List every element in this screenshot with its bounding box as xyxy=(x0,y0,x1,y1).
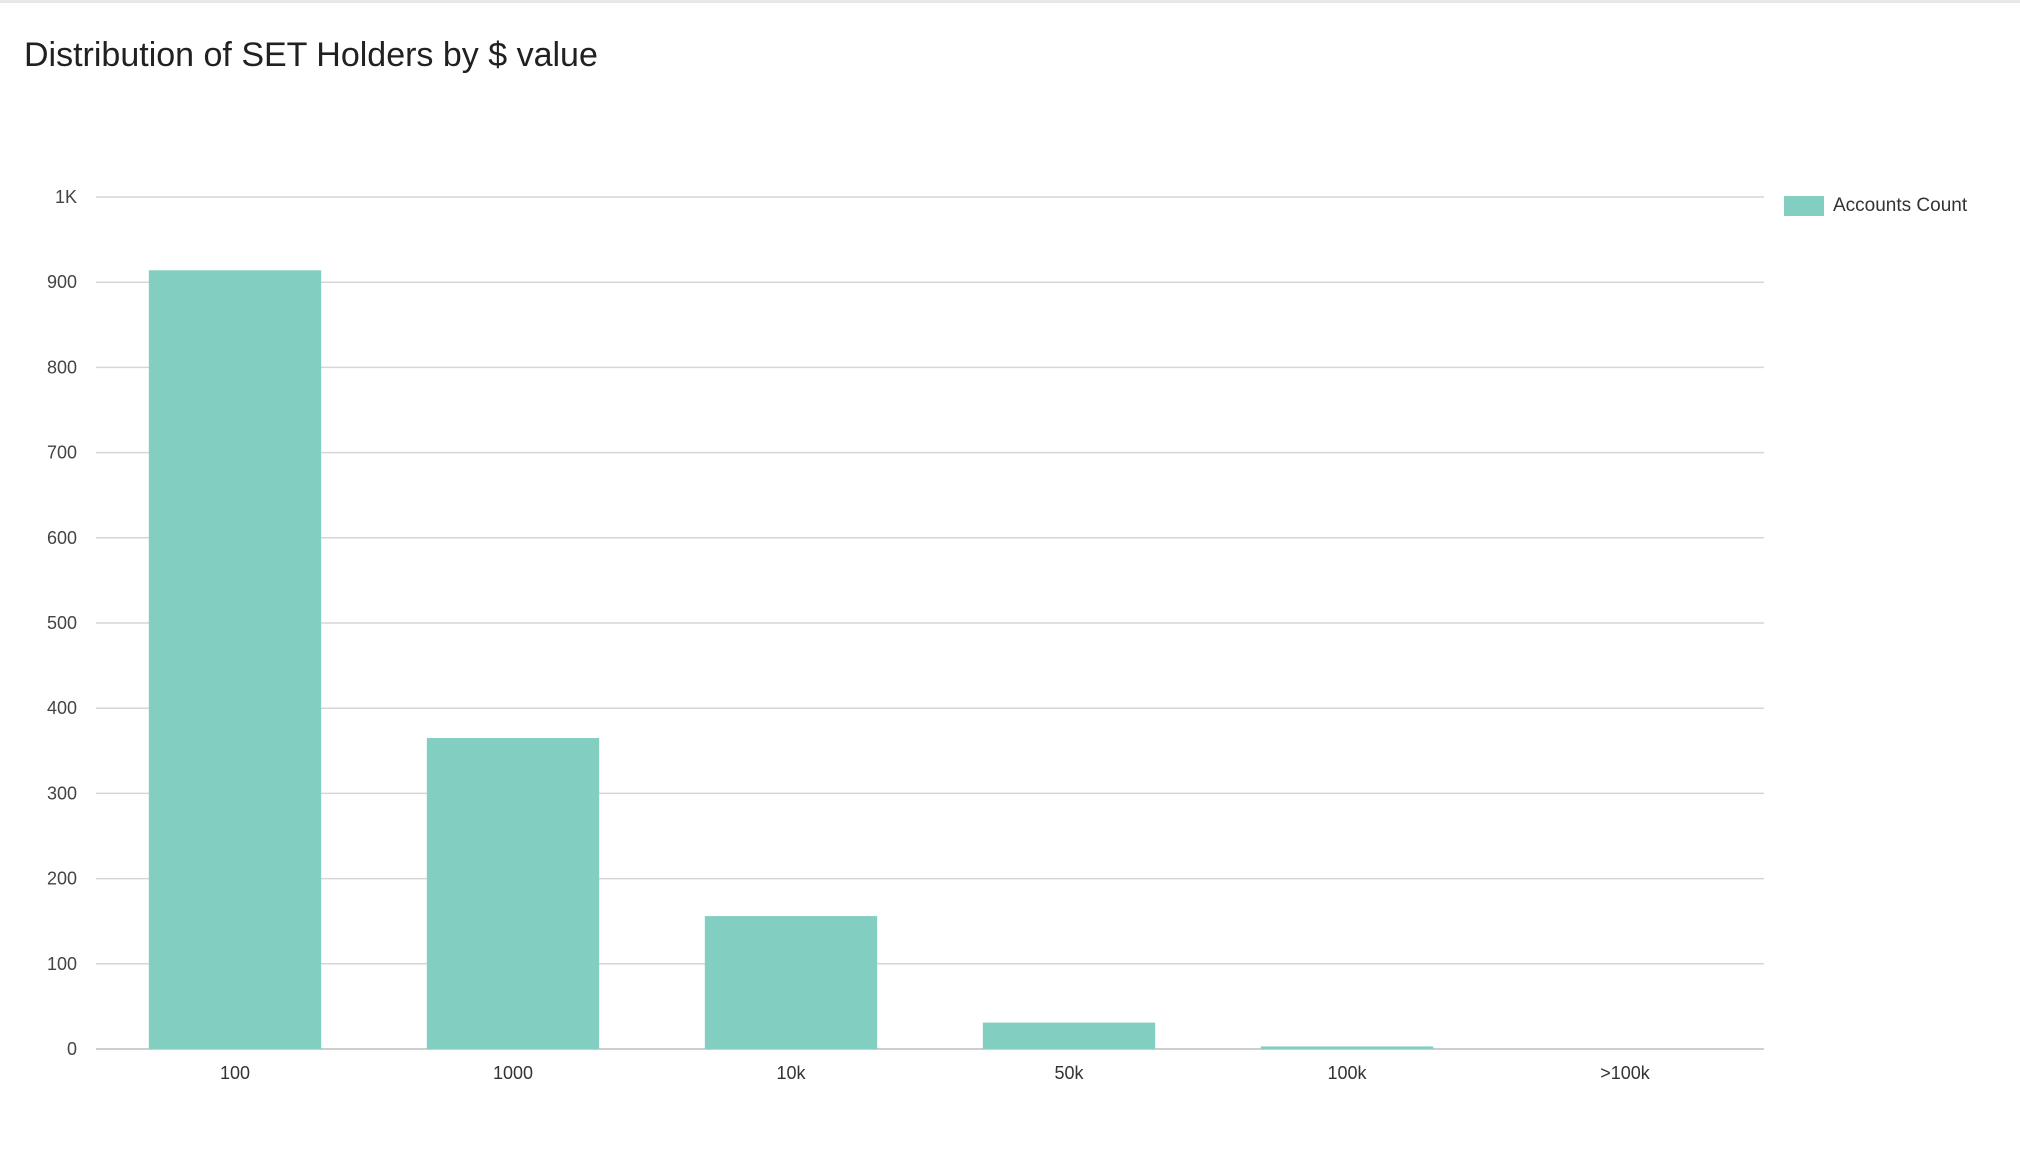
y-tick-label: 500 xyxy=(47,613,77,633)
bar[interactable] xyxy=(148,270,322,1050)
y-tick-label: 800 xyxy=(47,357,77,377)
bar[interactable] xyxy=(426,738,600,1049)
x-axis-ticks: 100 1000 10k 50k 100k >100k xyxy=(220,1063,1651,1083)
y-tick-label: 600 xyxy=(47,528,77,548)
gridlines xyxy=(96,196,1764,1050)
x-tick-label: 100k xyxy=(1327,1063,1367,1083)
x-tick-label: 50k xyxy=(1054,1063,1084,1083)
bar[interactable] xyxy=(1260,1046,1434,1049)
y-tick-label: 1K xyxy=(55,187,77,207)
y-tick-label: 900 xyxy=(47,272,77,292)
chart-title: Distribution of SET Holders by $ value xyxy=(24,36,598,74)
y-axis-ticks: 0 100 200 300 400 500 600 700 800 900 1K xyxy=(47,187,77,1059)
x-tick-label: 100 xyxy=(220,1063,250,1083)
bar[interactable] xyxy=(704,916,878,1049)
y-tick-label: 700 xyxy=(47,443,77,463)
x-tick-label: >100k xyxy=(1600,1063,1651,1083)
x-tick-label: 10k xyxy=(776,1063,806,1083)
y-tick-label: 200 xyxy=(47,869,77,889)
legend[interactable]: Accounts Count xyxy=(1784,195,1967,217)
x-tick-label: 1000 xyxy=(493,1063,533,1083)
legend-label: Accounts Count xyxy=(1833,195,1968,216)
y-tick-label: 400 xyxy=(47,698,77,718)
top-border xyxy=(0,0,2020,3)
bars xyxy=(148,270,1434,1050)
y-tick-label: 100 xyxy=(47,954,77,974)
y-tick-label: 300 xyxy=(47,783,77,803)
y-tick-label: 0 xyxy=(67,1039,77,1059)
legend-swatch xyxy=(1784,196,1824,216)
bar[interactable] xyxy=(982,1022,1156,1049)
